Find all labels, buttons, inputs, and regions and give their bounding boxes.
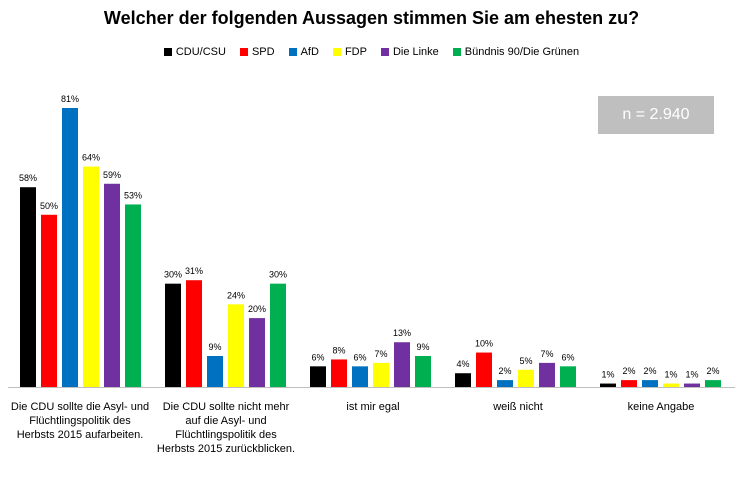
bar bbox=[394, 342, 410, 387]
data-label: 6% bbox=[311, 352, 324, 362]
data-label: 81% bbox=[61, 94, 79, 104]
bar bbox=[249, 318, 265, 387]
bar bbox=[352, 366, 368, 387]
legend-item-fdp: FDP bbox=[332, 46, 367, 58]
bar bbox=[684, 383, 700, 387]
legend-swatch bbox=[452, 48, 461, 56]
legend-label: SPD bbox=[251, 46, 275, 58]
legend-swatch bbox=[288, 48, 297, 56]
bar bbox=[373, 362, 389, 387]
data-label: 24% bbox=[227, 290, 245, 300]
data-label: 53% bbox=[124, 190, 142, 200]
data-label: 7% bbox=[374, 349, 387, 359]
data-label: 64% bbox=[82, 153, 100, 163]
legend-item-cdu: CDU/CSU bbox=[163, 46, 226, 58]
data-label: 5% bbox=[519, 356, 532, 366]
bar bbox=[518, 369, 534, 387]
legend-item-afd: AfD bbox=[288, 46, 319, 58]
legend-label: Die Linke bbox=[392, 46, 439, 58]
bar bbox=[642, 380, 658, 387]
data-label: 8% bbox=[332, 345, 345, 355]
data-label: 1% bbox=[685, 370, 698, 380]
data-label: 58% bbox=[19, 173, 37, 183]
data-label: 2% bbox=[643, 366, 656, 376]
bar bbox=[621, 380, 637, 387]
bar bbox=[62, 108, 78, 387]
bar bbox=[207, 356, 223, 387]
data-label: 4% bbox=[456, 359, 469, 369]
sample-size-box: n = 2.940 bbox=[598, 96, 714, 134]
bar bbox=[20, 187, 36, 387]
legend-swatch bbox=[163, 48, 172, 56]
bar bbox=[83, 166, 99, 387]
data-label: 9% bbox=[416, 342, 429, 352]
data-label: 7% bbox=[540, 349, 553, 359]
legend-swatch bbox=[380, 48, 389, 56]
bar bbox=[125, 204, 141, 387]
data-label: 6% bbox=[561, 352, 574, 362]
data-label: 13% bbox=[393, 328, 411, 338]
legend-item-linke: Die Linke bbox=[380, 46, 439, 58]
bar bbox=[539, 362, 555, 387]
category-label: Die CDU sollte nicht mehr auf die Asyl- … bbox=[156, 401, 296, 455]
bar bbox=[476, 352, 492, 387]
data-label: 1% bbox=[601, 370, 614, 380]
bar bbox=[560, 366, 576, 387]
chart-title: Welcher der folgenden Aussagen stimmen S… bbox=[103, 8, 640, 28]
legend-label: CDU/CSU bbox=[175, 46, 226, 58]
bar bbox=[705, 380, 721, 387]
legend: CDU/CSU SPD AfD FDP Die Linke Bündnis 90… bbox=[0, 46, 743, 58]
bar bbox=[497, 380, 513, 387]
legend-item-spd: SPD bbox=[239, 46, 275, 58]
bar bbox=[415, 356, 431, 387]
legend-label: Bündnis 90/Die Grünen bbox=[464, 46, 580, 58]
category-label: ist mir egal bbox=[346, 401, 400, 413]
bar bbox=[455, 373, 471, 387]
category-label: keine Angabe bbox=[627, 401, 695, 413]
legend-swatch bbox=[239, 48, 248, 56]
bar bbox=[600, 383, 616, 387]
data-label: 2% bbox=[622, 366, 635, 376]
data-label: 10% bbox=[475, 339, 493, 349]
bar bbox=[228, 304, 244, 387]
legend-label: FDP bbox=[344, 46, 367, 58]
legend-swatch bbox=[332, 48, 341, 56]
bar bbox=[165, 283, 181, 387]
bar bbox=[270, 283, 286, 387]
data-label: 31% bbox=[185, 266, 203, 276]
bar bbox=[41, 214, 57, 387]
legend-item-gruene: Bündnis 90/Die Grünen bbox=[452, 46, 580, 58]
category-label: weiß nicht bbox=[493, 401, 543, 413]
bar bbox=[331, 359, 347, 387]
data-label: 30% bbox=[164, 270, 182, 280]
bar bbox=[104, 183, 120, 387]
data-label: 50% bbox=[40, 201, 58, 211]
category-label: Die CDU sollte die Asyl- und Flüchtlings… bbox=[10, 401, 150, 441]
data-label: 20% bbox=[248, 304, 266, 314]
data-label: 30% bbox=[269, 270, 287, 280]
data-label: 59% bbox=[103, 170, 121, 180]
data-label: 1% bbox=[664, 370, 677, 380]
bar bbox=[663, 383, 679, 387]
legend-label: AfD bbox=[300, 46, 319, 58]
data-label: 9% bbox=[208, 342, 221, 352]
data-label: 2% bbox=[706, 366, 719, 376]
data-label: 6% bbox=[353, 352, 366, 362]
data-label: 2% bbox=[498, 366, 511, 376]
bar bbox=[310, 366, 326, 387]
bar bbox=[186, 280, 202, 387]
